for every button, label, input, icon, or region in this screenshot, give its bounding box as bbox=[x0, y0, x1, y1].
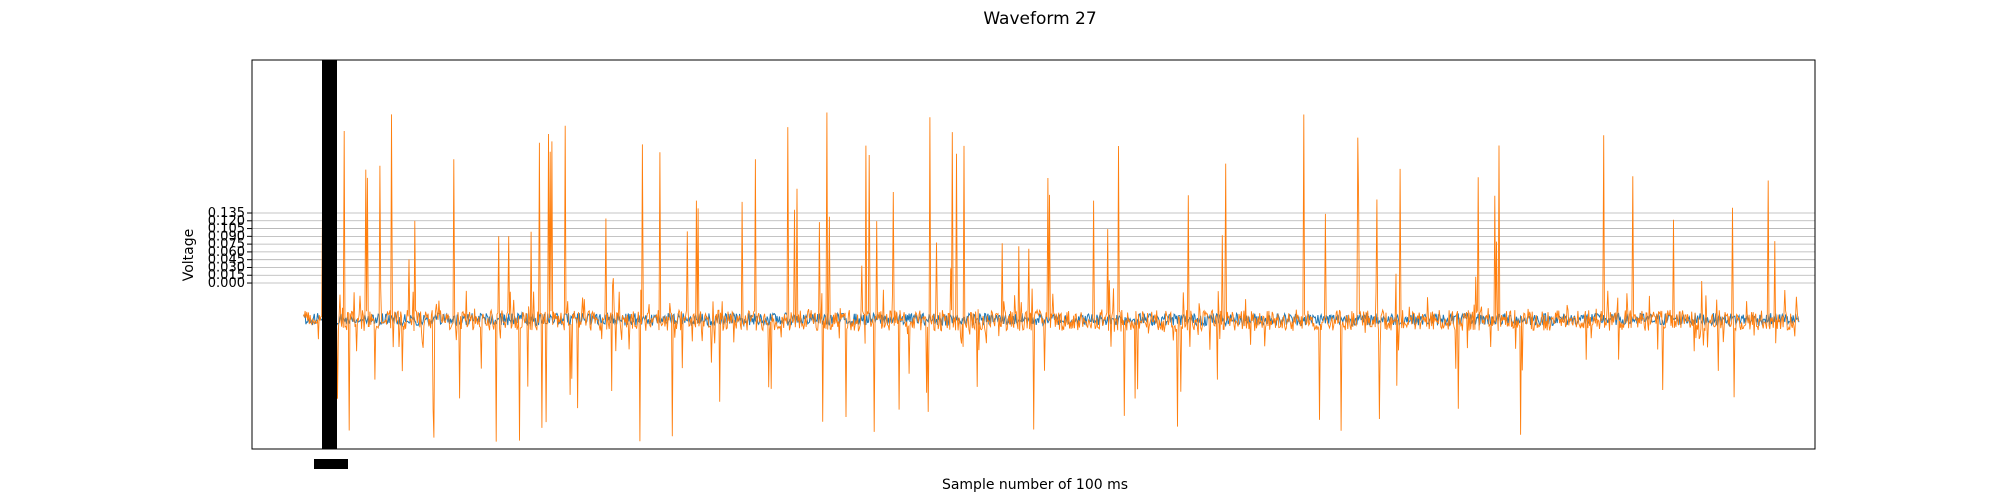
x-axis-ticks-overlap bbox=[322, 60, 337, 449]
y-tick-label: 0.105 bbox=[208, 222, 245, 237]
y-tick-label: 0.075 bbox=[208, 237, 245, 252]
chart-title: Waveform 27 bbox=[983, 9, 1096, 29]
y-tick-label: 0.090 bbox=[208, 229, 245, 244]
x-axis-label: Sample number of 100 ms bbox=[942, 477, 1128, 493]
y-tick-label: 0.120 bbox=[208, 214, 245, 229]
y-tick-label: 0.060 bbox=[208, 245, 245, 260]
y-tick-label: 0.135 bbox=[208, 206, 245, 221]
y-gridlines bbox=[252, 212, 1815, 284]
y-tick-label: 0.045 bbox=[208, 253, 245, 268]
series-group bbox=[303, 112, 1800, 442]
x-axis-tick-labels-overlap bbox=[314, 459, 348, 469]
y-tick-label: 0.030 bbox=[208, 260, 245, 275]
y-axis-ticks: 0.0000.0150.0300.0450.0600.0750.0900.105… bbox=[208, 206, 252, 291]
plot-frame bbox=[251, 59, 1816, 450]
series-line bbox=[303, 112, 1799, 442]
y-axis-label: Voltage bbox=[181, 229, 197, 282]
y-tick-label: 0.000 bbox=[208, 276, 245, 291]
y-tick-label: 0.015 bbox=[208, 268, 245, 283]
